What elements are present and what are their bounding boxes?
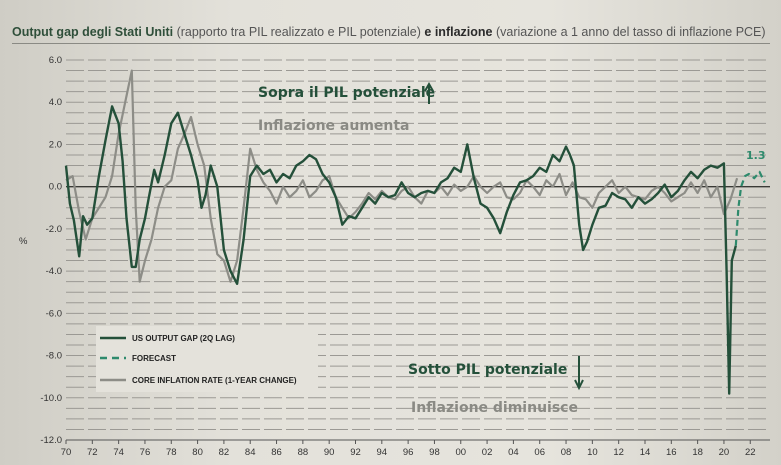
legend-label-forecast: FORECAST <box>132 354 176 363</box>
series-line-core-inflation <box>65 69 739 283</box>
x-tick-label: 74 <box>113 447 124 458</box>
annotation-inflation-rises: Inflazione aumenta <box>258 118 410 134</box>
x-tick-label: 72 <box>87 447 98 458</box>
y-axis-label: % <box>19 236 28 247</box>
x-tick-label: 16 <box>666 447 677 458</box>
x-tick-label: 20 <box>719 447 730 458</box>
x-tick-label: 88 <box>298 447 309 458</box>
x-tick-label: 92 <box>350 447 361 458</box>
series-lines <box>64 69 766 395</box>
x-tick-label: 04 <box>508 447 519 458</box>
x-tick-label: 18 <box>692 447 703 458</box>
arrow-down-icon <box>574 356 584 391</box>
x-tick-label: 86 <box>271 447 282 458</box>
y-tick-label: -4.0 <box>46 266 62 277</box>
x-tick-label: 06 <box>534 447 545 458</box>
x-axis-ticks: 70 72 74 76 78 80 82 84 86 88 90 92 94 96 98 00 02 04 06 08… <box>61 440 756 458</box>
x-tick-label: 08 <box>561 447 572 458</box>
x-tick-label: 22 <box>745 447 756 458</box>
y-tick-label: 6.0 <box>49 55 62 66</box>
x-tick-label: 96 <box>403 447 414 458</box>
title-part-1: Output gap degli Stati Uniti <box>12 25 174 39</box>
x-tick-label: 14 <box>640 447 651 458</box>
x-tick-label: 80 <box>192 447 203 458</box>
y-tick-label: -8.0 <box>46 351 62 362</box>
x-tick-label: 90 <box>324 447 335 458</box>
x-tick-label: 70 <box>61 447 72 458</box>
y-tick-label: -6.0 <box>46 308 62 319</box>
series-line-forecast <box>734 170 766 246</box>
legend-background <box>96 326 318 392</box>
x-tick-label: 00 <box>455 447 466 458</box>
y-tick-label: 0.0 <box>49 182 62 193</box>
chart-title: Output gap degli Stati Uniti (rapporto t… <box>12 25 766 39</box>
annotations: Sopra il PIL potenziale Inflazione aumen… <box>258 81 766 416</box>
x-tick-label: 98 <box>429 447 440 458</box>
grid-lines <box>66 59 770 441</box>
annotation-above-potential: Sopra il PIL potenziale <box>258 85 435 101</box>
x-tick-label: 78 <box>166 447 177 458</box>
forecast-value-label: 1.3 <box>746 149 766 162</box>
arrow-up-icon <box>424 81 434 104</box>
legend: US OUTPUT GAP (2Q LAG) FORECAST CORE INF… <box>96 326 318 392</box>
x-tick-label: 82 <box>219 447 230 458</box>
series-line-output-gap <box>64 105 737 395</box>
title-underline <box>12 43 770 44</box>
x-tick-label: 84 <box>245 447 256 458</box>
annotation-below-potential: Sotto PIL potenziale <box>408 362 567 378</box>
y-tick-label: 2.0 <box>49 139 62 150</box>
x-tick-label: 94 <box>377 447 388 458</box>
title-part-3: e inflazione <box>424 25 493 39</box>
annotation-inflation-falls: Inflazione diminuisce <box>411 400 578 416</box>
y-tick-label: -12.0 <box>40 435 62 446</box>
y-tick-label: -2.0 <box>46 224 62 235</box>
title-part-4: (variazione a 1 anno del tasso di inflaz… <box>492 25 766 39</box>
y-tick-label: -10.0 <box>40 393 62 404</box>
y-tick-label: 4.0 <box>49 97 62 108</box>
x-tick-label: 76 <box>140 447 151 458</box>
x-tick-label: 10 <box>587 447 598 458</box>
y-axis-ticks: 6.0 4.0 2.0 0.0 -2.0 -4.0 -6.0 -8.0 -10.0 -12.0 <box>40 55 62 446</box>
x-tick-label: 02 <box>482 447 493 458</box>
legend-label-output-gap: US OUTPUT GAP (2Q LAG) <box>132 334 235 343</box>
legend-label-core-inflation: CORE INFLATION RATE (1-YEAR CHANGE) <box>132 376 297 385</box>
title-part-2: (rapporto tra PIL realizzato e PIL poten… <box>173 25 425 39</box>
x-tick-label: 12 <box>613 447 624 458</box>
zero-line <box>66 185 770 441</box>
